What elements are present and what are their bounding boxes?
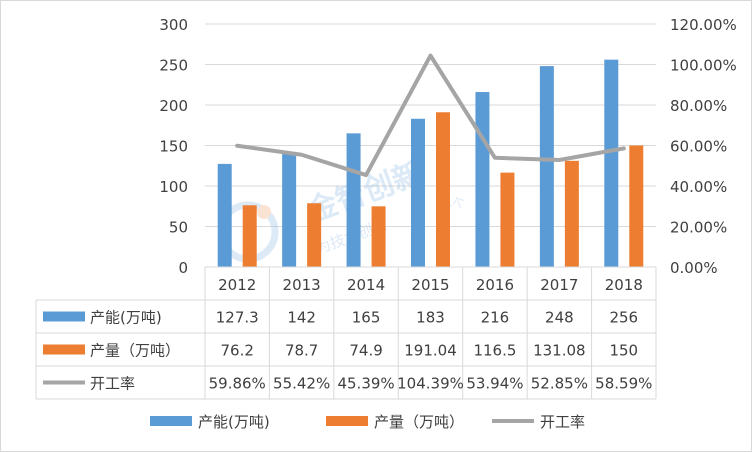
table-series-name: 产能(万吨) [90, 309, 162, 327]
table-cell: 104.39% [397, 375, 464, 393]
table-cell: 116.5 [473, 342, 516, 360]
bar [564, 160, 579, 267]
y2-tick-label: 40.00% [670, 178, 727, 196]
series-line [235, 53, 626, 178]
bar [436, 112, 450, 267]
table-cell: 76.2 [221, 342, 254, 360]
legend: 产能(万吨) 产量（万吨） 开工率 [150, 413, 585, 431]
legend-label: 产量（万吨） [374, 413, 464, 431]
rate-line [235, 53, 626, 178]
data-table: 2012 2013 2014 2015 2016 2017 2018 产能(万吨) 127.3 1… [35, 266, 657, 400]
y2-tick-label: 120.00% [670, 16, 737, 34]
bar [346, 133, 361, 267]
bar [282, 151, 297, 267]
table-cell: 150 [609, 342, 638, 360]
table-cell: 58.59% [595, 375, 652, 393]
x-tick-label: 2014 [347, 276, 385, 294]
bar [411, 118, 425, 268]
table-cell: 55.42% [273, 375, 330, 393]
watermark-logo-dot-icon [257, 205, 271, 219]
axes: 0 50 100 150 200 250 300 0.00% 20.00% 40.00% 60.00… [159, 16, 736, 277]
bar [604, 59, 619, 267]
y2-tick-label: 20.00% [670, 219, 727, 237]
y-tick-label: 300 [159, 16, 188, 34]
table-cell: 248 [545, 309, 574, 327]
x-tick-label: 2017 [540, 276, 578, 294]
table-cell: 127.3 [216, 309, 259, 327]
legend-key [150, 416, 192, 426]
x-tick-label: 2018 [605, 276, 643, 294]
x-tick-label: 2013 [283, 276, 321, 294]
legend-label: 开工率 [540, 413, 585, 431]
table-legend-key [43, 344, 85, 355]
bar [539, 66, 554, 268]
y2-tick-label: 0.00% [670, 259, 718, 277]
y-tick-label: 150 [159, 138, 188, 156]
table-cell: 78.7 [285, 342, 318, 360]
x-tick-label: 2016 [476, 276, 514, 294]
table-series-name: 开工率 [90, 375, 135, 393]
bar [475, 92, 490, 267]
table-cell: 191.04 [404, 342, 457, 360]
table-cell: 52.85% [531, 375, 588, 393]
table-cell: 59.86% [209, 375, 266, 393]
y-tick-label: 0 [178, 259, 188, 277]
bar [242, 205, 257, 267]
table-cell: 74.9 [349, 342, 382, 360]
y2-tick-label: 100.00% [670, 57, 737, 75]
table-legend-key [43, 311, 85, 322]
y-tick-label: 200 [159, 97, 188, 115]
table-cell: 165 [352, 309, 381, 327]
y2-tick-label: 60.00% [670, 138, 727, 156]
table-cell: 216 [481, 309, 510, 327]
table-cell: 45.39% [337, 375, 394, 393]
bar [500, 172, 515, 267]
bar [371, 206, 386, 267]
x-tick-label: 2012 [218, 276, 256, 294]
legend-label: 产能(万吨) [198, 413, 270, 431]
table-cell: 142 [287, 309, 316, 327]
bar [307, 203, 322, 267]
table-series-name: 产量（万吨） [90, 342, 180, 360]
y-tick-label: 50 [169, 219, 188, 237]
bar [217, 163, 232, 267]
y-tick-label: 250 [159, 57, 188, 75]
bars [217, 59, 644, 268]
legend-key [326, 416, 368, 426]
bar [629, 145, 644, 267]
table-cell: 131.08 [533, 342, 586, 360]
table-cell: 183 [416, 309, 445, 327]
y-tick-label: 100 [159, 178, 188, 196]
x-tick-label: 2015 [411, 276, 449, 294]
table-cell: 53.94% [466, 375, 523, 393]
table-cell: 256 [609, 309, 638, 327]
y2-tick-label: 80.00% [670, 97, 727, 115]
gridlines [205, 23, 656, 227]
